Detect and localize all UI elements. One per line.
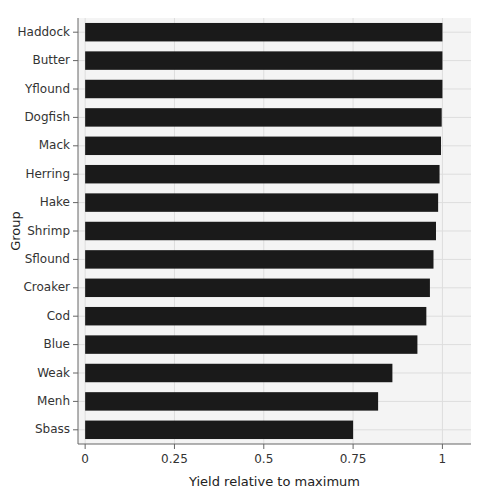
bar — [85, 23, 442, 41]
y-tick — [73, 60, 78, 61]
y-tick — [73, 202, 78, 203]
bar — [85, 193, 438, 211]
bar — [85, 108, 442, 126]
y-tick — [73, 231, 78, 232]
y-tick-label: Cod — [47, 309, 70, 323]
y-tick — [73, 287, 78, 288]
bar — [85, 335, 417, 353]
x-tick — [174, 444, 175, 449]
y-tick-label: Blue — [43, 337, 70, 351]
y-tick — [73, 259, 78, 260]
x-tick-label: 0.5 — [254, 452, 273, 466]
chart: 0 0.25 0.5 0.75 1 Sbass Menh Weak Blue Cod Croaker… — [0, 0, 493, 500]
y-tick — [73, 174, 78, 175]
y-tick — [73, 32, 78, 33]
y-tick-label: Croaker — [23, 280, 70, 294]
x-tick-label: 1 — [439, 452, 447, 466]
y-tick-label: Sflound — [25, 252, 70, 266]
bar — [85, 279, 430, 297]
plot-background — [78, 18, 471, 444]
y-tick — [73, 373, 78, 374]
y-tick-label: Mack — [39, 138, 70, 152]
y-tick-label: Menh — [37, 394, 70, 408]
y-tick-label: Herring — [25, 167, 70, 181]
x-tick — [442, 444, 443, 449]
x-tick-label: 0.75 — [340, 452, 367, 466]
y-tick — [73, 316, 78, 317]
y-tick — [73, 429, 78, 430]
y-tick-label: Haddock — [18, 25, 71, 39]
x-tick — [85, 444, 86, 449]
bar — [85, 80, 442, 98]
bar — [85, 137, 441, 155]
y-tick-label: Yflound — [24, 82, 70, 96]
y-tick-label: Dogfish — [24, 110, 70, 124]
y-tick-label: Hake — [40, 195, 70, 209]
y-ticks: Sbass Menh Weak Blue Cod Croaker Sflound Shrimp… — [18, 25, 79, 437]
y-tick-label: Shrimp — [27, 224, 70, 238]
x-tick — [263, 444, 264, 449]
x-tick-label: 0.25 — [161, 452, 188, 466]
bar — [85, 250, 433, 268]
y-tick-label: Sbass — [35, 422, 70, 436]
grid — [78, 18, 471, 444]
x-tick — [353, 444, 354, 449]
bar — [85, 165, 439, 183]
bar — [85, 364, 392, 382]
x-axis-label: Yield relative to maximum — [188, 474, 360, 489]
x-tick-label: 0 — [81, 452, 89, 466]
y-tick — [73, 344, 78, 345]
y-tick-label: Weak — [37, 366, 70, 380]
bars — [85, 23, 442, 439]
bar — [85, 307, 426, 325]
y-tick — [73, 145, 78, 146]
x-axis-line — [78, 444, 471, 445]
y-axis-label: Group — [8, 211, 23, 251]
bar — [85, 51, 442, 69]
x-ticks: 0 0.25 0.5 0.75 1 — [81, 444, 446, 466]
y-tick — [73, 117, 78, 118]
y-tick — [73, 401, 78, 402]
bar — [85, 222, 436, 240]
bar — [85, 392, 378, 410]
y-tick — [73, 89, 78, 90]
chart-container: 0 0.25 0.5 0.75 1 Sbass Menh Weak Blue Cod Croaker… — [0, 0, 493, 500]
y-tick-label: Butter — [32, 53, 70, 67]
bar — [85, 421, 353, 439]
